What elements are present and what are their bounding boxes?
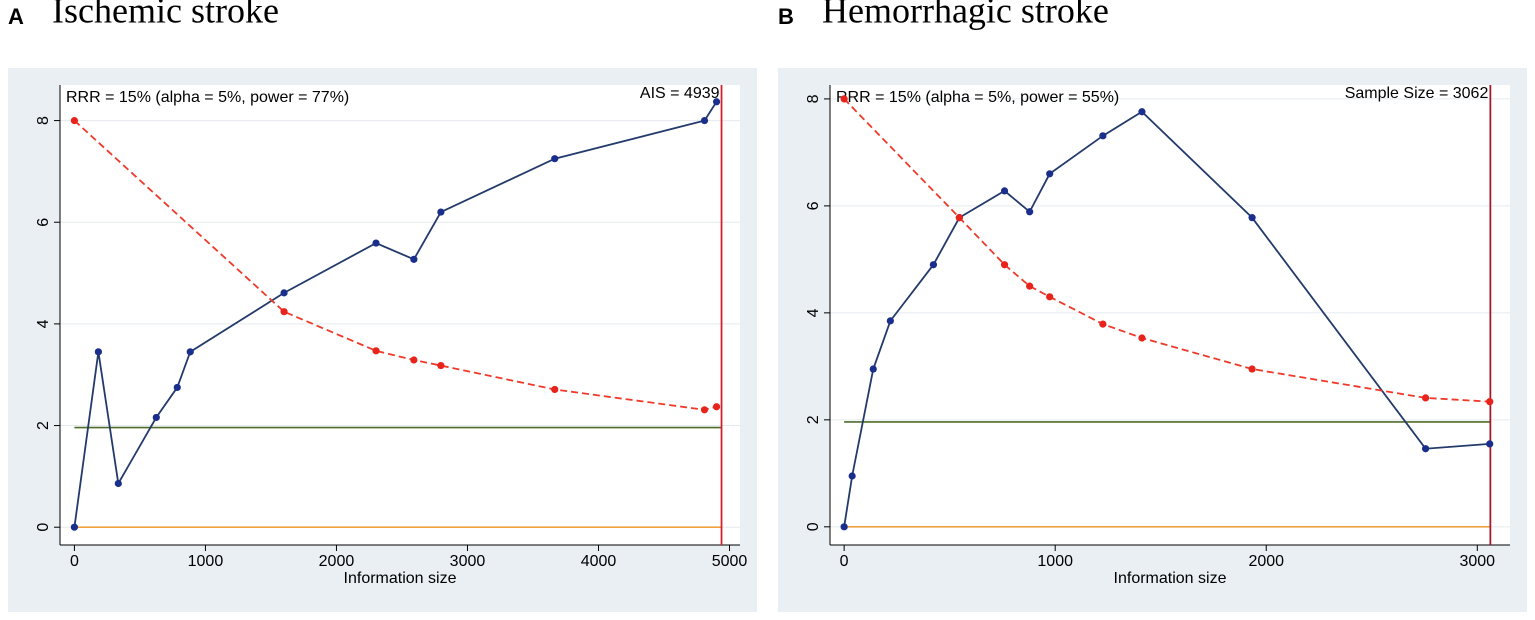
x-tick-label: 2000 (319, 553, 355, 570)
data-point (840, 95, 848, 103)
annotation: RRR = 15% (alpha = 5%, power = 77%) (66, 89, 349, 106)
data-point (1248, 365, 1256, 373)
data-point (1000, 187, 1009, 195)
y-tick-label: 6 (805, 201, 822, 210)
y-tick-label: 0 (805, 522, 822, 531)
data-point (114, 479, 122, 488)
series-line (73, 119, 717, 411)
y-tick-label: 2 (805, 415, 822, 424)
data-point (886, 317, 894, 325)
panel-label: A (8, 4, 24, 29)
x-tick-label: 0 (840, 553, 849, 570)
data-point (94, 348, 102, 356)
x-axis-label: Information size (1114, 570, 1227, 587)
data-point (1138, 334, 1146, 342)
y-tick-label: 2 (35, 421, 52, 430)
panel-title: Ischemic stroke (52, 0, 279, 30)
plot-area (60, 85, 740, 545)
data-point (1000, 261, 1009, 269)
panel-title: Hemorrhagic stroke (822, 0, 1109, 30)
data-point (1099, 132, 1107, 140)
data-point (848, 472, 856, 480)
data-point (840, 523, 848, 531)
data-point (173, 383, 181, 392)
data-point (437, 208, 445, 216)
data-point (280, 289, 288, 297)
data-point (1046, 293, 1054, 301)
panel-label: B (778, 4, 794, 29)
data-point (1026, 208, 1034, 216)
y-tick-label: 6 (35, 218, 52, 227)
data-point (1421, 394, 1430, 402)
data-point (372, 239, 380, 247)
data-point (1486, 440, 1494, 448)
data-point (869, 365, 877, 373)
data-point (1486, 398, 1494, 406)
x-tick-label: 1000 (1037, 553, 1073, 570)
data-point (700, 406, 709, 414)
data-point (70, 523, 79, 531)
data-point (1026, 282, 1034, 290)
data-point (280, 308, 288, 316)
annotation: RRR = 15% (alpha = 5%, power = 55%) (836, 89, 1119, 106)
data-point (1248, 214, 1256, 222)
data-point (152, 413, 160, 422)
series-line (843, 98, 1490, 403)
data-point (700, 116, 709, 125)
x-tick-label: 0 (70, 553, 79, 570)
data-point (1046, 170, 1054, 178)
y-tick-label: 8 (35, 116, 52, 125)
data-point (186, 348, 194, 356)
information-size-label: AIS = 4939 (640, 85, 720, 102)
data-point (437, 361, 445, 370)
x-tick-label: 4000 (581, 553, 617, 570)
data-point (712, 98, 721, 106)
information-size-label: Sample Size = 3062 (1345, 85, 1489, 102)
data-point (372, 347, 380, 355)
x-tick-label: 2000 (1248, 553, 1284, 570)
data-point (955, 214, 963, 222)
data-point (1138, 108, 1146, 116)
plot-area (830, 85, 1510, 545)
y-tick-label: 0 (35, 523, 52, 532)
data-point (551, 155, 559, 163)
y-tick-label: 8 (805, 94, 822, 103)
y-tick-label: 4 (35, 319, 52, 328)
data-point (1421, 445, 1430, 453)
data-point (410, 356, 418, 364)
x-tick-label: 3000 (1459, 553, 1495, 570)
series-line (843, 110, 1490, 527)
data-point (712, 403, 721, 411)
data-point (410, 255, 418, 263)
data-point (929, 261, 938, 269)
data-point (70, 116, 79, 125)
x-axis-label: Information size (344, 570, 457, 587)
data-point (1099, 320, 1107, 328)
data-point (551, 385, 559, 394)
x-tick-label: 1000 (188, 553, 224, 570)
y-tick-label: 4 (805, 308, 822, 317)
x-tick-label: 5000 (712, 553, 748, 570)
x-tick-label: 3000 (450, 553, 486, 570)
